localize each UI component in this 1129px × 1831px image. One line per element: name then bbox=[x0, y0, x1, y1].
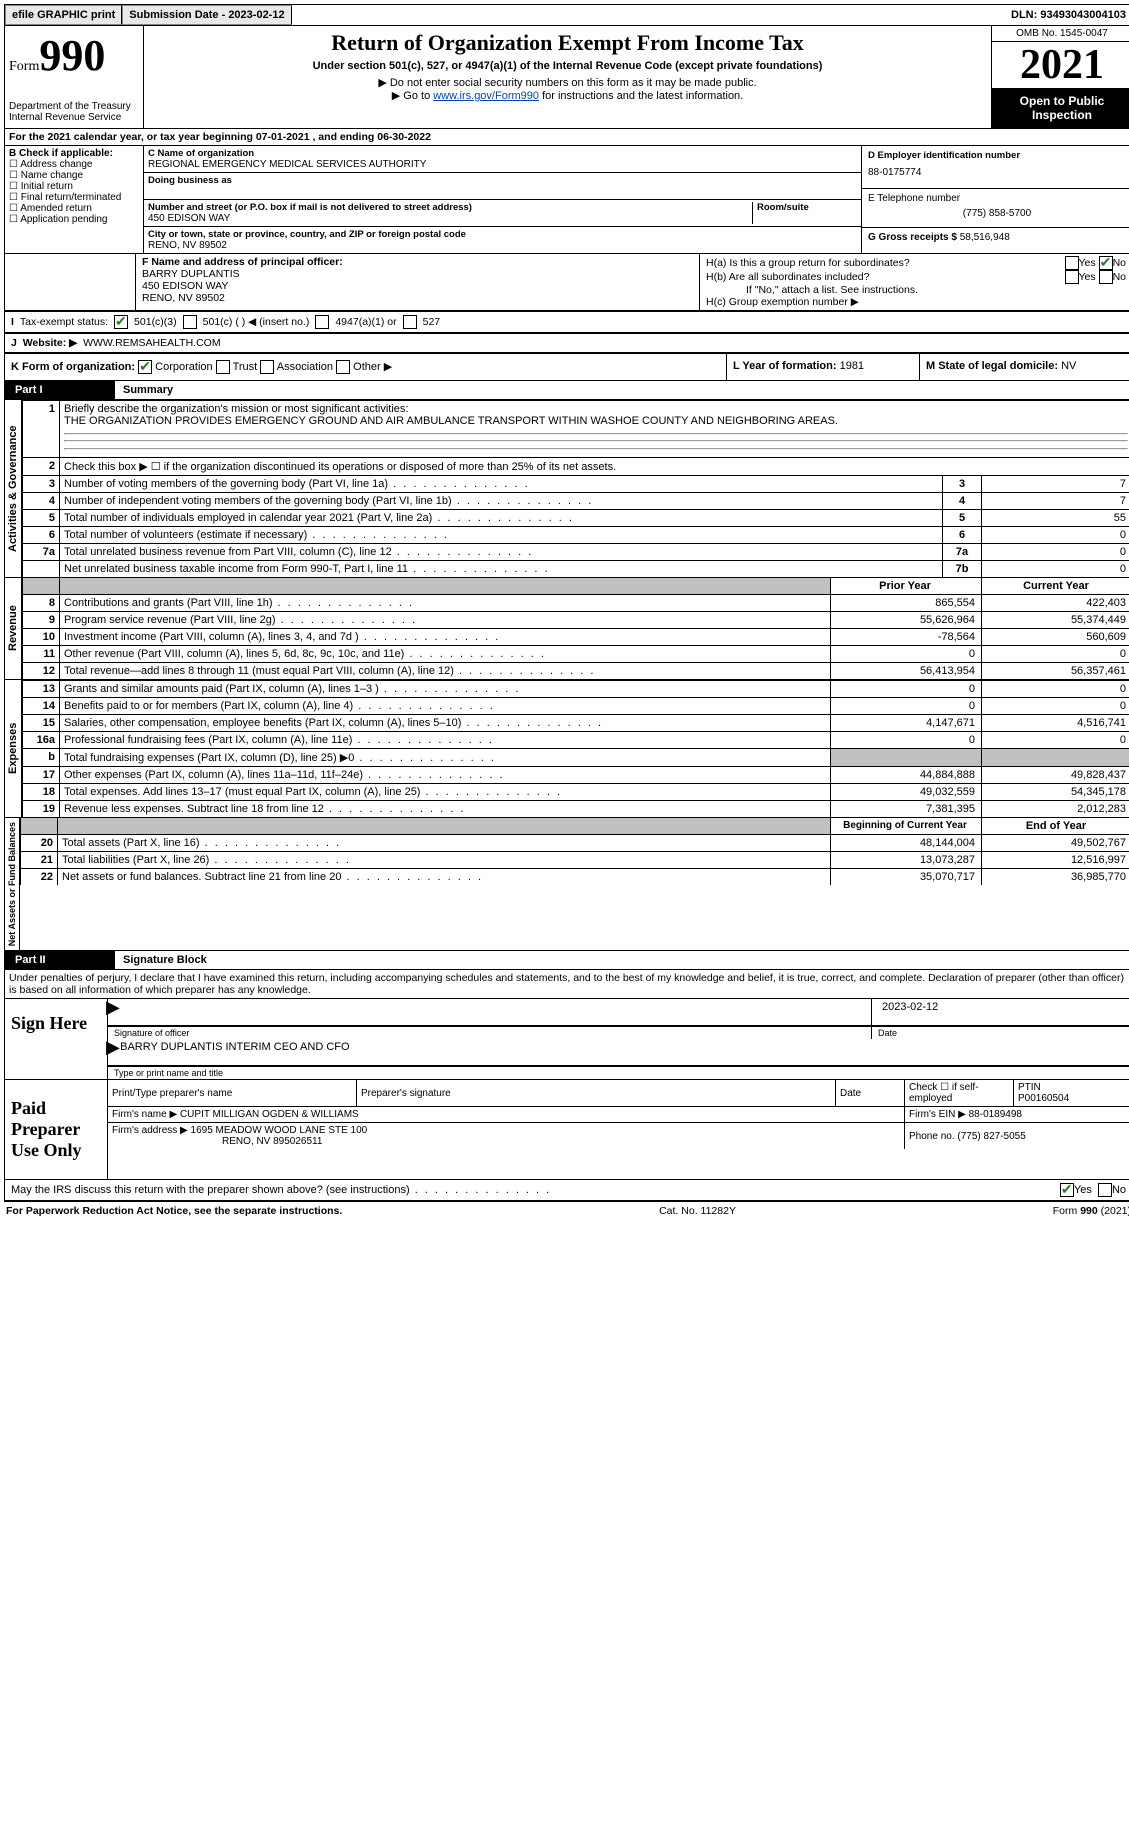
ha-yes[interactable] bbox=[1065, 256, 1079, 270]
year-formation: 1981 bbox=[840, 360, 864, 372]
section-c: C Name of organization REGIONAL EMERGENC… bbox=[144, 146, 861, 253]
ptin: P00160504 bbox=[1018, 1093, 1069, 1104]
website-url: WWW.REMSAHEALTH.COM bbox=[83, 337, 220, 349]
side-revenue: Revenue bbox=[5, 578, 22, 679]
summary-ag-table: 1 Briefly describe the organization's mi… bbox=[22, 400, 1129, 577]
chk-final-return[interactable]: Final return/terminated bbox=[9, 192, 139, 203]
section-j-website: J Website: ▶ WWW.REMSAHEALTH.COM bbox=[4, 333, 1129, 353]
section-b: B Check if applicable: Address change Na… bbox=[5, 146, 144, 253]
dept-treasury: Department of the Treasury Internal Reve… bbox=[9, 101, 139, 123]
chk-corporation[interactable] bbox=[138, 360, 152, 374]
omb-number: OMB No. 1545-0047 bbox=[992, 26, 1129, 42]
side-activities: Activities & Governance bbox=[5, 400, 22, 577]
ha-no[interactable] bbox=[1099, 256, 1113, 270]
state-domicile: NV bbox=[1061, 360, 1076, 372]
chk-name-change[interactable]: Name change bbox=[9, 170, 139, 181]
chk-amended-return[interactable]: Amended return bbox=[9, 203, 139, 214]
chk-4947[interactable] bbox=[315, 315, 329, 329]
firm-addr: 1695 MEADOW WOOD LANE STE 100 bbox=[191, 1125, 368, 1136]
side-netassets: Net Assets or Fund Balances bbox=[5, 818, 20, 950]
discuss-no[interactable] bbox=[1098, 1183, 1112, 1197]
open-to-public: Open to Public Inspection bbox=[992, 88, 1129, 128]
summary-na-table: Beginning of Current Year End of Year 20… bbox=[20, 818, 1129, 885]
firm-name: CUPIT MILLIGAN OGDEN & WILLIAMS bbox=[180, 1109, 359, 1120]
section-i-tax-status: I Tax-exempt status: 501(c)(3) 501(c) ( … bbox=[4, 311, 1129, 333]
ein: 88-0175774 bbox=[868, 161, 1126, 184]
side-expenses: Expenses bbox=[5, 680, 22, 817]
penalty-statement: Under penalties of perjury, I declare th… bbox=[4, 970, 1129, 999]
summary-rev-table: Prior Year Current Year 8Contributions a… bbox=[22, 578, 1129, 679]
chk-initial-return[interactable]: Initial return bbox=[9, 181, 139, 192]
part2-header: Part IISignature Block bbox=[4, 951, 1129, 970]
chk-501c3[interactable] bbox=[114, 315, 128, 329]
section-klm: K Form of organization: Corporation Trus… bbox=[4, 353, 1129, 381]
dln: DLN: 93493043004103 bbox=[1005, 6, 1129, 24]
officer-group-block: F Name and address of principal officer:… bbox=[4, 254, 1129, 311]
goto-note: ▶ Go to www.irs.gov/Form990 for instruct… bbox=[148, 89, 987, 102]
form-number: Form990 bbox=[9, 30, 139, 81]
section-a-calendar-year: For the 2021 calendar year, or tax year … bbox=[4, 129, 1129, 146]
ssn-note: ▶ Do not enter social security numbers o… bbox=[148, 76, 987, 89]
hb-yes[interactable] bbox=[1065, 270, 1079, 284]
hb-no[interactable] bbox=[1099, 270, 1113, 284]
part1-header: Part ISummary bbox=[4, 381, 1129, 400]
top-bar: efile GRAPHIC print Submission Date - 20… bbox=[4, 4, 1129, 26]
sign-here-block: Sign Here ▶ Signature of officer 2023-02… bbox=[4, 999, 1129, 1080]
chk-association[interactable] bbox=[260, 360, 274, 374]
discuss-row: May the IRS discuss this return with the… bbox=[4, 1180, 1129, 1201]
section-deg: D Employer identification number 88-0175… bbox=[861, 146, 1129, 253]
form-header: Form990 Department of the Treasury Inter… bbox=[4, 26, 1129, 129]
submission-date: Submission Date - 2023-02-12 bbox=[122, 5, 291, 25]
org-name: REGIONAL EMERGENCY MEDICAL SERVICES AUTH… bbox=[148, 159, 857, 170]
identity-block: B Check if applicable: Address change Na… bbox=[4, 146, 1129, 254]
org-city: RENO, NV 89502 bbox=[148, 240, 857, 251]
form-subtitle: Under section 501(c), 527, or 4947(a)(1)… bbox=[148, 60, 987, 72]
officer-name: BARRY DUPLANTIS bbox=[142, 268, 240, 280]
chk-address-change[interactable]: Address change bbox=[9, 159, 139, 170]
chk-527[interactable] bbox=[403, 315, 417, 329]
page-footer: For Paperwork Reduction Act Notice, see … bbox=[4, 1201, 1129, 1220]
chk-application-pending[interactable]: Application pending bbox=[9, 214, 139, 225]
firm-ein: 88-0189498 bbox=[969, 1109, 1022, 1120]
chk-other[interactable] bbox=[336, 360, 350, 374]
summary-exp-table: 13Grants and similar amounts paid (Part … bbox=[22, 680, 1129, 817]
form-title: Return of Organization Exempt From Incom… bbox=[148, 30, 987, 56]
discuss-yes[interactable] bbox=[1060, 1183, 1074, 1197]
irs-link[interactable]: www.irs.gov/Form990 bbox=[433, 90, 539, 102]
part1-body: Activities & Governance 1 Briefly descri… bbox=[4, 400, 1129, 578]
efile-print-button[interactable]: efile GRAPHIC print bbox=[5, 5, 122, 25]
tax-year: 2021 bbox=[992, 42, 1129, 88]
chk-501c[interactable] bbox=[183, 315, 197, 329]
firm-phone: (775) 827-5055 bbox=[957, 1131, 1025, 1142]
paid-preparer-block: Paid Preparer Use Only Print/Type prepar… bbox=[4, 1080, 1129, 1180]
telephone: (775) 858-5700 bbox=[868, 204, 1126, 223]
officer-sig-name: BARRY DUPLANTIS INTERIM CEO AND CFO bbox=[120, 1041, 349, 1053]
mission-text: THE ORGANIZATION PROVIDES EMERGENCY GROU… bbox=[64, 415, 838, 427]
org-street: 450 EDISON WAY bbox=[148, 213, 752, 224]
sign-date: 2023-02-12 bbox=[872, 999, 1129, 1026]
gross-receipts: 58,516,948 bbox=[960, 232, 1010, 243]
chk-trust[interactable] bbox=[216, 360, 230, 374]
